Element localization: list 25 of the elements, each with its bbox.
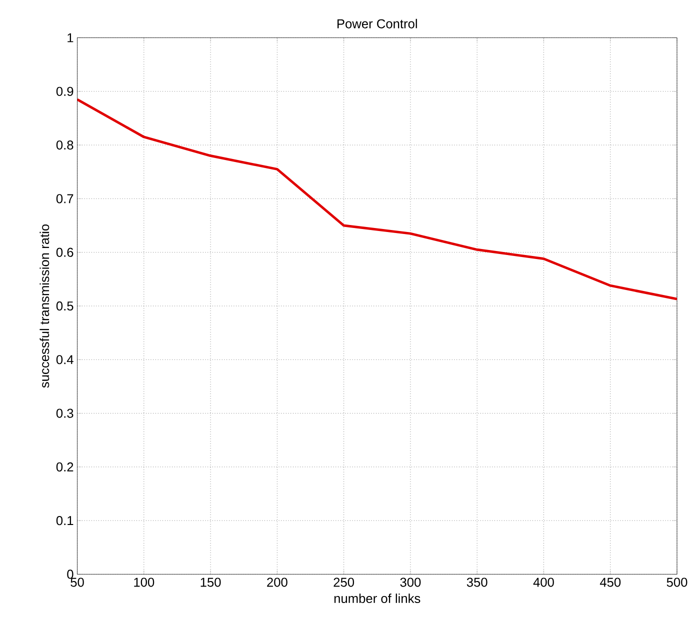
x-tick-label: 250 bbox=[334, 578, 354, 587]
x-tick-label: 500 bbox=[666, 578, 688, 587]
x-axis-title: number of links bbox=[334, 594, 420, 604]
y-axis-title: successful transmission ratio bbox=[40, 224, 50, 388]
y-tick-label: 0.2 bbox=[56, 462, 74, 472]
x-tick-label: 200 bbox=[267, 578, 288, 587]
x-tick-label: 450 bbox=[600, 578, 621, 587]
y-tick-label: 0.8 bbox=[56, 140, 74, 150]
x-tick-label: 350 bbox=[466, 578, 488, 587]
y-tick-label: 0.4 bbox=[56, 355, 74, 364]
x-tick-label: 100 bbox=[134, 578, 154, 587]
y-tick-label: 0.7 bbox=[56, 194, 74, 204]
y-tick-label: 1 bbox=[68, 33, 74, 42]
line-series bbox=[77, 98, 677, 300]
x-tick-label: 300 bbox=[400, 578, 421, 587]
y-tick-label: 0.3 bbox=[56, 408, 74, 418]
y-tick-label: 0.1 bbox=[56, 516, 74, 526]
chart-title: Power Control bbox=[337, 19, 417, 28]
y-tick-label: 0.9 bbox=[56, 86, 74, 96]
x-tick-label: 150 bbox=[200, 578, 221, 587]
y-tick-label: 0.6 bbox=[56, 248, 74, 258]
y-tick-label: 0.5 bbox=[56, 302, 74, 311]
x-tick-label: 50 bbox=[70, 578, 84, 587]
x-tick-label: 400 bbox=[533, 578, 554, 587]
y-tick-label: 0 bbox=[67, 570, 74, 579]
